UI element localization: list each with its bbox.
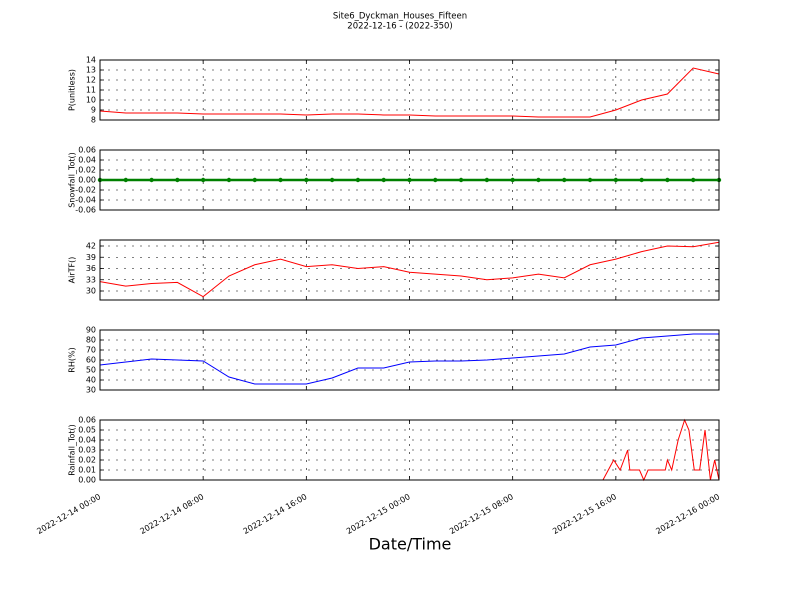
data-point — [587, 177, 593, 183]
y-tick-label: 33 — [86, 275, 96, 284]
data-line — [99, 333, 719, 385]
data-line — [100, 418, 720, 482]
data-point — [355, 177, 361, 183]
chart-title: Site6_Dyckman_Houses_Fifteen — [333, 12, 467, 22]
y-tick-label: 0.03 — [78, 446, 96, 455]
data-point — [123, 177, 128, 183]
y-tick-label: 9 — [91, 106, 96, 115]
data-point — [200, 177, 206, 183]
plot-frame — [99, 59, 720, 121]
y-tick-label: 80 — [86, 336, 96, 345]
y-tick-label: 90 — [86, 326, 96, 335]
plot-frame — [99, 239, 720, 301]
data-line — [99, 241, 720, 298]
y-axis-label: P(unitless) — [68, 69, 77, 111]
data-point — [381, 177, 386, 183]
y-tick-label: 13 — [86, 66, 96, 75]
y-tick-label: 36 — [86, 264, 96, 273]
y-tick-label: 0.04 — [78, 156, 96, 165]
y-tick-label: 0.05 — [78, 426, 96, 435]
y-axis-label: AirTF() — [68, 257, 77, 284]
x-axis-label: Date/Time — [369, 535, 452, 554]
data-point — [613, 177, 619, 183]
y-tick-label: 0.02 — [78, 166, 96, 175]
y-tick-label: 40 — [86, 376, 96, 385]
y-tick-label: 0.02 — [78, 456, 96, 465]
y-tick-label: -0.04 — [75, 196, 96, 205]
data-point — [691, 177, 696, 183]
chart-subtitle: 2022-12-16 - (2022-350) — [347, 22, 452, 32]
y-tick-label: 0.06 — [78, 146, 96, 155]
y-tick-label: 50 — [86, 366, 96, 375]
plot-frame — [99, 419, 720, 481]
y-tick-label: 30 — [86, 287, 96, 296]
y-axis-label: Rainfall_Tot() — [68, 424, 77, 476]
data-point — [329, 177, 335, 183]
data-point — [252, 177, 257, 183]
data-point — [562, 177, 567, 183]
data-point — [536, 177, 541, 183]
data-point — [278, 177, 283, 183]
y-tick-label: 0.01 — [78, 466, 96, 475]
y-axis-label: Snowfall_Tot() — [68, 152, 77, 208]
plot-frame — [99, 329, 720, 391]
data-line — [99, 67, 720, 118]
y-tick-label: 42 — [86, 242, 96, 251]
y-tick-label: -0.06 — [75, 206, 96, 215]
y-tick-label: 0.04 — [78, 436, 96, 445]
data-point — [433, 177, 438, 183]
y-tick-label: 30 — [86, 386, 96, 395]
y-tick-label: 8 — [91, 116, 96, 125]
data-point — [149, 177, 154, 183]
y-tick-label: 0.00 — [78, 176, 96, 185]
data-point — [665, 177, 670, 183]
y-tick-label: 0.00 — [78, 476, 96, 485]
y-tick-label: 12 — [86, 76, 96, 85]
y-tick-label: 39 — [86, 253, 96, 262]
data-point — [484, 177, 490, 183]
y-tick-label: 0.06 — [78, 416, 96, 425]
plot-frame — [99, 149, 720, 211]
y-tick-label: -0.02 — [75, 186, 96, 195]
data-point — [226, 177, 232, 183]
y-tick-label: 10 — [86, 96, 96, 105]
data-point — [175, 177, 180, 183]
y-tick-label: 14 — [86, 56, 96, 65]
data-point — [639, 177, 644, 183]
y-tick-label: 11 — [86, 86, 96, 95]
data-point — [510, 177, 515, 183]
data-point — [304, 177, 309, 183]
data-point — [407, 177, 412, 183]
y-tick-label: 60 — [86, 356, 96, 365]
data-point — [458, 177, 464, 183]
y-tick-label: 70 — [86, 346, 96, 355]
y-axis-label: RH(%) — [68, 347, 77, 372]
